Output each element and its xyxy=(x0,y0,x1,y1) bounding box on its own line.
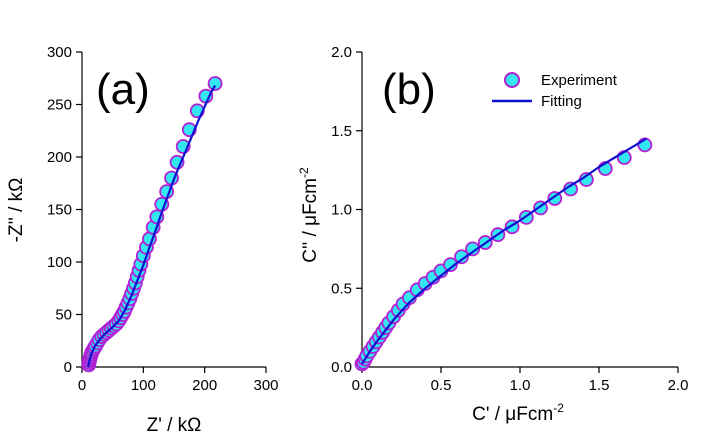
panel-a-fitting-line xyxy=(87,85,217,368)
panel-b-y-tick-label: 0.5 xyxy=(331,280,352,297)
panel-b-x-tick-label: 0.5 xyxy=(431,377,452,394)
panel-a-x-tick-label: 100 xyxy=(131,377,156,394)
panel-b-y-axis-title-main: C'' / μFcm xyxy=(300,178,321,263)
panel-b-y-tick-label: 2.0 xyxy=(331,44,352,61)
panel-a-x-axis-title: Z' / kΩ xyxy=(147,415,202,436)
panel-b-x-tick-label: 0.0 xyxy=(352,377,373,394)
panel-b-x-axis-title-exponent: -2 xyxy=(553,401,564,415)
panel-b-experiment-point xyxy=(443,257,458,273)
panel-b-y-tick-label: 1.5 xyxy=(331,123,352,140)
panel-b-legend: Experiment Fitting xyxy=(492,72,618,110)
panel-a-label: (a) xyxy=(96,65,150,114)
panel-b-y-tick-label: 1.0 xyxy=(331,202,352,219)
panel-a-y-axis-title: -Z'' / kΩ xyxy=(6,178,27,243)
panel-a-y-tick-label: 250 xyxy=(47,97,72,114)
panel-b-x-tick-label: 2.0 xyxy=(668,377,689,394)
panel-b-label: (b) xyxy=(382,65,436,114)
legend-experiment-marker xyxy=(504,72,520,88)
panel-a-y-tick-label: 0 xyxy=(64,359,72,376)
panel-a-y-tick-label: 50 xyxy=(55,307,72,324)
panel-b: (b) C' / μFcm-2 C'' / μFcm-2 0.0 0.5 1.0 1.… xyxy=(297,44,688,425)
panel-b-y-tick-label: 0.0 xyxy=(331,359,352,376)
panel-a-y-tick-label: 300 xyxy=(47,44,72,61)
legend-fitting-label: Fitting xyxy=(541,93,582,110)
panel-b-fitting-line xyxy=(361,137,647,365)
panel-b-x-axis-title: C' / μFcm-2 xyxy=(472,401,564,425)
legend-experiment-label: Experiment xyxy=(541,72,618,89)
panel-b-experiment-point xyxy=(465,241,481,257)
panel-b-x-tick-label: 1.0 xyxy=(510,377,531,394)
panel-b-x-tick-label: 1.5 xyxy=(589,377,610,394)
panel-a-x-tick-label: 200 xyxy=(192,377,217,394)
panel-a-experiment-point xyxy=(207,76,223,91)
panel-b-x-axis-title-main: C' / μFcm xyxy=(472,404,553,425)
panel-a-y-tick-label: 150 xyxy=(47,202,72,219)
panel-b-experiment-point xyxy=(454,249,469,265)
panel-a-x-tick-label: 300 xyxy=(253,377,278,394)
panel-b-y-axis-title-exponent: -2 xyxy=(297,167,311,178)
panel-b-y-axis-title: C'' / μFcm-2 xyxy=(297,167,321,263)
panel-a-x-tick-label: 0 xyxy=(78,377,86,394)
panel-a: (a) Z' / kΩ -Z'' / kΩ 0 100 200 300 0 50 100 15… xyxy=(6,44,279,436)
panel-a-y-tick-label: 200 xyxy=(47,149,72,166)
panel-a-y-tick-label: 100 xyxy=(47,254,72,271)
